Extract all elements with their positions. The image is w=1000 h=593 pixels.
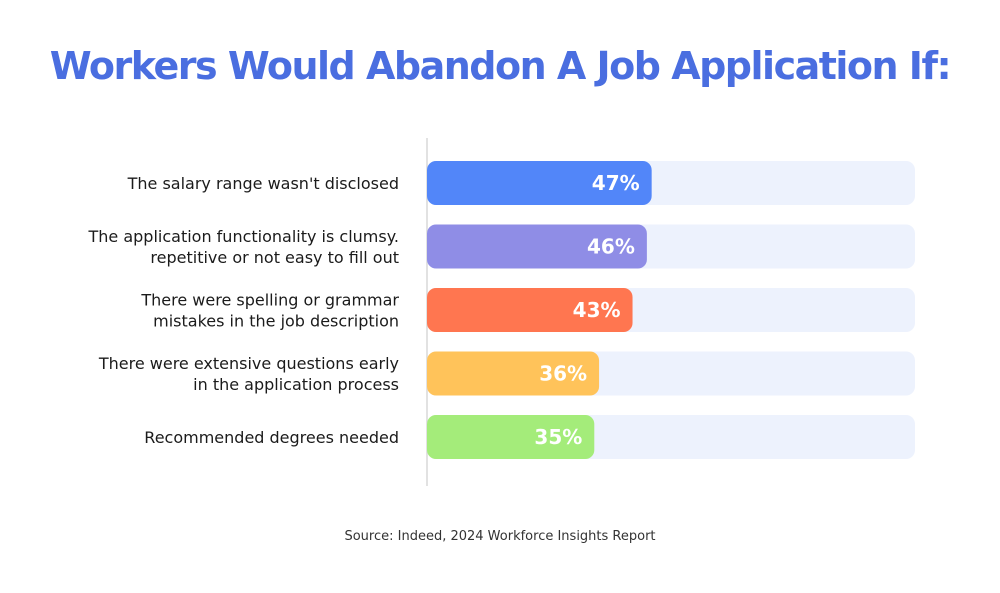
bars-group: 47% The salary range wasn't disclosed 46% T… [87,161,915,459]
bar [427,288,633,332]
bar [427,161,652,205]
data-label: 46% [587,235,635,259]
bar [427,351,600,396]
category-label: mistakes in the job description [153,312,399,331]
category-label: repetitive or not easy to fill out [150,248,399,267]
category-label: The salary range wasn't disclosed [127,174,399,193]
source-note: Source: Indeed, 2024 Workforce Insights … [344,529,656,544]
data-label: 35% [534,425,582,449]
data-label: 43% [573,298,621,322]
category-label: There were spelling or grammar [140,291,399,310]
data-label: 47% [592,171,640,195]
category-label: The application functionality is clumsy. [87,227,399,246]
bar [427,415,595,459]
category-label: There were extensive questions early [98,354,399,373]
category-label: Recommended degrees needed [144,428,399,447]
bar [427,224,647,269]
category-label: in the application process [193,375,399,394]
chart-title: Workers Would Abandon A Job Application … [49,44,952,88]
data-label: 36% [539,362,587,386]
